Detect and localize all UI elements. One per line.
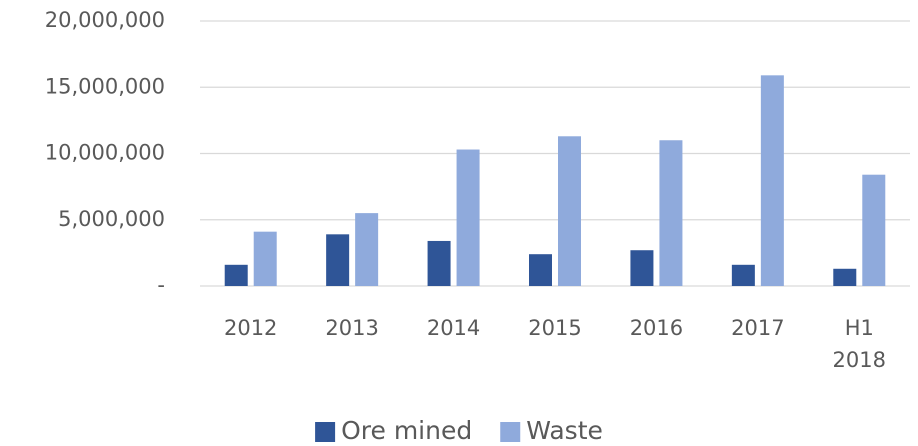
y-tick-label: 15,000,000	[45, 74, 165, 98]
bar	[862, 174, 886, 286]
x-tick-label: 2016	[629, 316, 684, 340]
x-tick-label: 2014	[426, 316, 481, 340]
bar	[659, 140, 683, 286]
x-tick-label: 2017	[731, 316, 785, 340]
bar	[326, 234, 350, 286]
y-tick-label: 10,000,000	[45, 141, 165, 165]
bar	[833, 268, 857, 286]
bar	[731, 264, 755, 286]
bar	[224, 264, 248, 286]
legend-swatch	[500, 422, 521, 442]
bar	[253, 231, 277, 286]
bar	[427, 240, 451, 286]
y-tick-label: 5,000,000	[58, 207, 165, 231]
x-tick-label: 2013	[325, 316, 379, 340]
bar	[355, 213, 379, 286]
bar	[529, 254, 552, 286]
bar	[760, 75, 784, 286]
x-tick-label: H1 2018	[832, 316, 886, 372]
bar	[558, 136, 581, 286]
legend-label: Waste	[526, 416, 603, 445]
x-tick-label: 2015	[528, 316, 582, 340]
bar	[456, 149, 480, 286]
x-tick-label: 2012	[223, 316, 278, 340]
y-tick-label: 20,000,000	[45, 8, 165, 32]
bar	[630, 250, 654, 286]
legend-label: Ore mined	[341, 416, 472, 445]
legend-swatch	[315, 422, 336, 442]
y-tick-label: -	[157, 273, 165, 297]
